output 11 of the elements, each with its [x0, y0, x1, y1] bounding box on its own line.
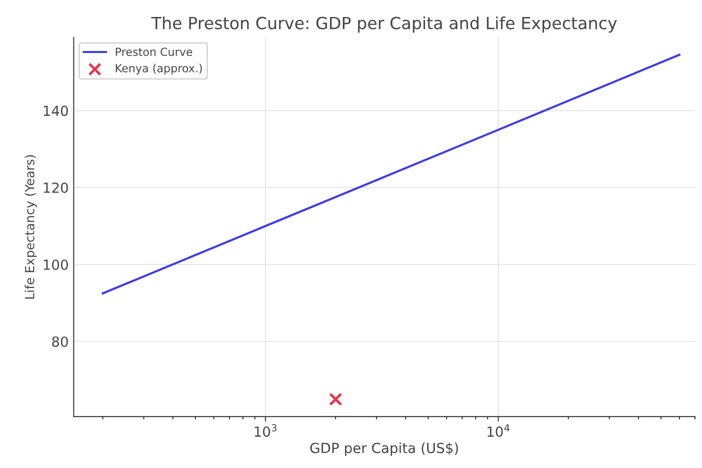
x-tick-label: 10$^{4}$ [488, 424, 510, 437]
x-axis-title: GDP per Capita (US$) [310, 442, 458, 456]
x-tick-label: 10$^{3}$ [254, 424, 276, 437]
legend-label: Preston Curve [116, 48, 192, 56]
y-axis-title: Life Expectancy (Years) [24, 155, 37, 299]
chart-title: The Preston Curve: GDP per Capita and Life Expectancy [151, 16, 617, 33]
legend-label: Kenya (approx.) [116, 64, 202, 75]
y-tick-label: 80 [52, 336, 68, 347]
y-tick-label: 100 [44, 259, 68, 270]
y-tick-label: 120 [44, 182, 68, 194]
y-tick-label: 140 [44, 106, 68, 116]
